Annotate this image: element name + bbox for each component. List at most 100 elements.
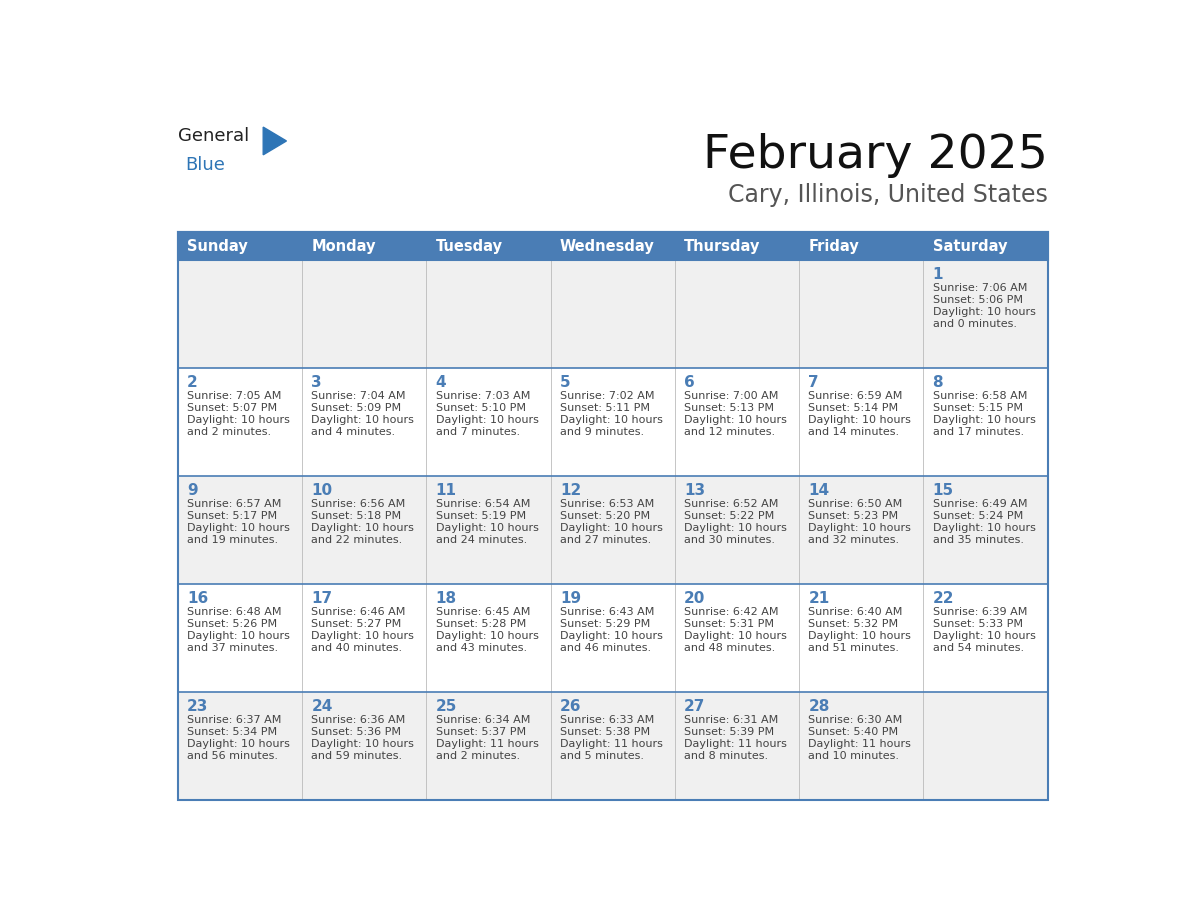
Bar bbox=[800, 476, 923, 584]
Bar bbox=[302, 476, 426, 584]
Text: Monday: Monday bbox=[311, 239, 375, 253]
Text: Daylight: 10 hours: Daylight: 10 hours bbox=[560, 415, 663, 425]
Text: Sunrise: 6:57 AM: Sunrise: 6:57 AM bbox=[188, 499, 282, 509]
Bar bbox=[426, 476, 550, 584]
Text: 23: 23 bbox=[188, 699, 209, 714]
Text: Daylight: 10 hours: Daylight: 10 hours bbox=[188, 739, 290, 749]
Text: 5: 5 bbox=[560, 375, 570, 390]
Text: Sunrise: 6:48 AM: Sunrise: 6:48 AM bbox=[188, 608, 282, 617]
Text: Sunrise: 7:04 AM: Sunrise: 7:04 AM bbox=[311, 391, 406, 401]
Text: Daylight: 10 hours: Daylight: 10 hours bbox=[808, 415, 911, 425]
Text: and 24 minutes.: and 24 minutes. bbox=[436, 535, 527, 545]
Text: Sunrise: 6:50 AM: Sunrise: 6:50 AM bbox=[808, 499, 903, 509]
Bar bbox=[550, 476, 675, 584]
Text: Daylight: 10 hours: Daylight: 10 hours bbox=[436, 632, 538, 641]
Polygon shape bbox=[264, 127, 286, 155]
Text: Daylight: 11 hours: Daylight: 11 hours bbox=[436, 739, 538, 749]
Bar bbox=[675, 232, 800, 261]
Text: Daylight: 11 hours: Daylight: 11 hours bbox=[684, 739, 786, 749]
Bar bbox=[426, 584, 550, 692]
Text: Sunset: 5:19 PM: Sunset: 5:19 PM bbox=[436, 511, 526, 521]
Bar bbox=[178, 232, 1048, 261]
Text: Sunrise: 6:54 AM: Sunrise: 6:54 AM bbox=[436, 499, 530, 509]
Text: 24: 24 bbox=[311, 699, 333, 714]
Bar bbox=[923, 584, 1048, 692]
Text: and 27 minutes.: and 27 minutes. bbox=[560, 535, 651, 545]
Text: 19: 19 bbox=[560, 591, 581, 606]
Text: Sunset: 5:15 PM: Sunset: 5:15 PM bbox=[933, 403, 1023, 413]
Text: Friday: Friday bbox=[808, 239, 859, 253]
Bar bbox=[426, 232, 550, 261]
Text: Wednesday: Wednesday bbox=[560, 239, 655, 253]
Text: 17: 17 bbox=[311, 591, 333, 606]
Bar bbox=[426, 261, 550, 368]
Text: Daylight: 10 hours: Daylight: 10 hours bbox=[188, 415, 290, 425]
Text: 20: 20 bbox=[684, 591, 706, 606]
Text: and 19 minutes.: and 19 minutes. bbox=[188, 535, 278, 545]
Text: and 10 minutes.: and 10 minutes. bbox=[808, 751, 899, 761]
Text: 10: 10 bbox=[311, 483, 333, 498]
Bar bbox=[923, 692, 1048, 800]
Bar bbox=[550, 692, 675, 800]
Text: Sunrise: 7:06 AM: Sunrise: 7:06 AM bbox=[933, 284, 1026, 294]
Text: 12: 12 bbox=[560, 483, 581, 498]
Text: Sunset: 5:14 PM: Sunset: 5:14 PM bbox=[808, 403, 898, 413]
Text: 3: 3 bbox=[311, 375, 322, 390]
Text: Sunset: 5:31 PM: Sunset: 5:31 PM bbox=[684, 620, 775, 629]
Text: General: General bbox=[178, 127, 249, 145]
Text: Sunset: 5:24 PM: Sunset: 5:24 PM bbox=[933, 511, 1023, 521]
Text: Sunset: 5:39 PM: Sunset: 5:39 PM bbox=[684, 727, 775, 737]
Text: Sunday: Sunday bbox=[188, 239, 248, 253]
Text: Sunset: 5:20 PM: Sunset: 5:20 PM bbox=[560, 511, 650, 521]
Bar bbox=[923, 368, 1048, 476]
Text: Sunrise: 6:52 AM: Sunrise: 6:52 AM bbox=[684, 499, 778, 509]
Bar bbox=[800, 232, 923, 261]
Text: and 22 minutes.: and 22 minutes. bbox=[311, 535, 403, 545]
Bar bbox=[426, 692, 550, 800]
Text: Daylight: 10 hours: Daylight: 10 hours bbox=[560, 632, 663, 641]
Text: and 37 minutes.: and 37 minutes. bbox=[188, 644, 278, 653]
Text: Daylight: 10 hours: Daylight: 10 hours bbox=[808, 632, 911, 641]
Bar bbox=[302, 261, 426, 368]
Text: 11: 11 bbox=[436, 483, 456, 498]
Text: and 59 minutes.: and 59 minutes. bbox=[311, 751, 403, 761]
Text: and 40 minutes.: and 40 minutes. bbox=[311, 644, 403, 653]
Text: Sunrise: 6:33 AM: Sunrise: 6:33 AM bbox=[560, 715, 655, 725]
Bar bbox=[178, 368, 302, 476]
Text: 28: 28 bbox=[808, 699, 829, 714]
Text: 14: 14 bbox=[808, 483, 829, 498]
Text: and 2 minutes.: and 2 minutes. bbox=[188, 427, 271, 437]
Text: Sunrise: 6:40 AM: Sunrise: 6:40 AM bbox=[808, 608, 903, 617]
Text: Sunset: 5:06 PM: Sunset: 5:06 PM bbox=[933, 296, 1023, 306]
Text: and 0 minutes.: and 0 minutes. bbox=[933, 319, 1017, 330]
Text: Daylight: 10 hours: Daylight: 10 hours bbox=[436, 523, 538, 533]
Text: Sunset: 5:27 PM: Sunset: 5:27 PM bbox=[311, 620, 402, 629]
Text: Sunset: 5:09 PM: Sunset: 5:09 PM bbox=[311, 403, 402, 413]
Text: Daylight: 10 hours: Daylight: 10 hours bbox=[311, 415, 415, 425]
Text: 18: 18 bbox=[436, 591, 457, 606]
Text: Sunset: 5:18 PM: Sunset: 5:18 PM bbox=[311, 511, 402, 521]
Text: 27: 27 bbox=[684, 699, 706, 714]
Text: Thursday: Thursday bbox=[684, 239, 760, 253]
Bar bbox=[550, 584, 675, 692]
Text: Sunset: 5:32 PM: Sunset: 5:32 PM bbox=[808, 620, 898, 629]
Text: 21: 21 bbox=[808, 591, 829, 606]
Text: 22: 22 bbox=[933, 591, 954, 606]
Text: and 46 minutes.: and 46 minutes. bbox=[560, 644, 651, 653]
Text: 9: 9 bbox=[188, 483, 198, 498]
Bar bbox=[800, 584, 923, 692]
Bar bbox=[923, 476, 1048, 584]
Text: February 2025: February 2025 bbox=[702, 133, 1048, 178]
Text: 26: 26 bbox=[560, 699, 581, 714]
Text: and 2 minutes.: and 2 minutes. bbox=[436, 751, 520, 761]
Bar bbox=[675, 584, 800, 692]
Text: and 56 minutes.: and 56 minutes. bbox=[188, 751, 278, 761]
Text: Sunrise: 7:03 AM: Sunrise: 7:03 AM bbox=[436, 391, 530, 401]
Text: Tuesday: Tuesday bbox=[436, 239, 503, 253]
Text: Sunrise: 6:59 AM: Sunrise: 6:59 AM bbox=[808, 391, 903, 401]
Text: 6: 6 bbox=[684, 375, 695, 390]
Text: and 48 minutes.: and 48 minutes. bbox=[684, 644, 776, 653]
Text: Sunrise: 7:05 AM: Sunrise: 7:05 AM bbox=[188, 391, 282, 401]
Text: 7: 7 bbox=[808, 375, 819, 390]
Bar bbox=[178, 476, 302, 584]
